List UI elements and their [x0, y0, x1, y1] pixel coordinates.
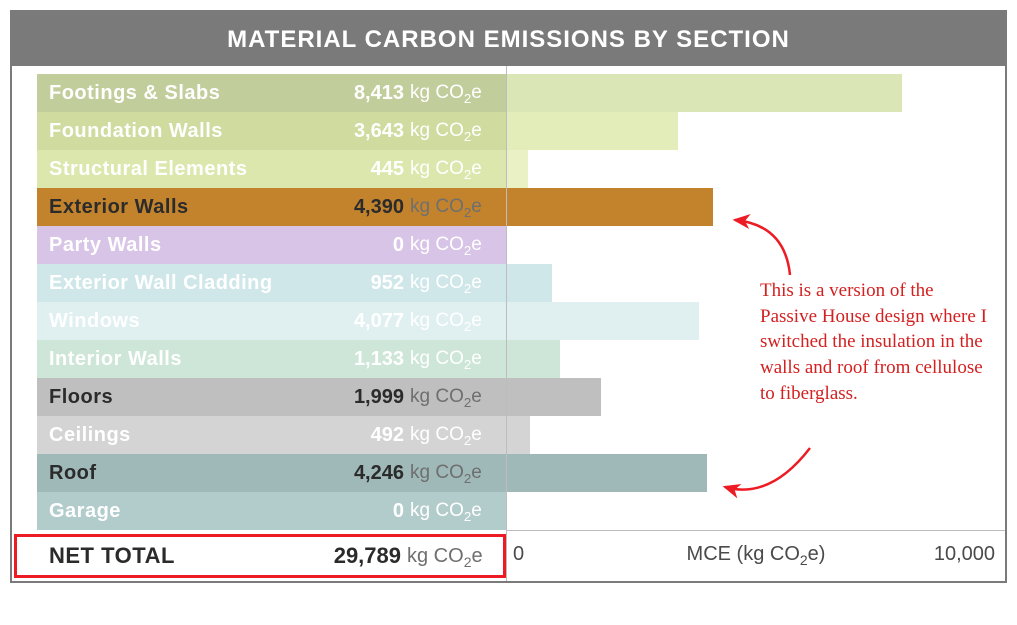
row-label: Foundation Walls [37, 120, 354, 143]
row-unit: kg CO2e [410, 120, 506, 142]
bar [507, 302, 699, 340]
table-row: Interior Walls1,133kg CO2e [37, 340, 506, 378]
table-row: Floors1,999kg CO2e [37, 378, 506, 416]
row-unit: kg CO2e [410, 348, 506, 370]
table-row: Windows4,077kg CO2e [37, 302, 506, 340]
bar [507, 416, 530, 454]
bar [507, 378, 601, 416]
row-unit: kg CO2e [410, 234, 506, 256]
row-value: 4,390 [354, 196, 410, 219]
bar [507, 188, 713, 226]
row-value: 492 [371, 424, 410, 447]
row-label: Exterior Walls [37, 196, 354, 219]
bar [507, 150, 528, 188]
axis-tick-max: 10,000 [934, 543, 995, 566]
row-value: 8,413 [354, 82, 410, 105]
row-value: 445 [371, 158, 410, 181]
row-value: 0 [393, 234, 410, 257]
row-unit: kg CO2e [410, 500, 506, 522]
row-label: Exterior Wall Cladding [37, 272, 371, 295]
labels-column: Footings & Slabs8,413kg CO2eFoundation W… [12, 66, 507, 581]
table-row: Exterior Wall Cladding952kg CO2e [37, 264, 506, 302]
net-total-unit: kg CO2e [407, 545, 503, 568]
table-row: Foundation Walls3,643kg CO2e [37, 112, 506, 150]
row-unit: kg CO2e [410, 386, 506, 408]
row-unit: kg CO2e [410, 272, 506, 294]
row-label: Floors [37, 386, 354, 409]
row-unit: kg CO2e [410, 196, 506, 218]
row-unit: kg CO2e [410, 424, 506, 446]
row-unit: kg CO2e [410, 82, 506, 104]
table-row: Structural Elements445kg CO2e [37, 150, 506, 188]
row-unit: kg CO2e [410, 310, 506, 332]
axis-label: MCE (kg CO2e) [687, 543, 826, 566]
row-value: 1,133 [354, 348, 410, 371]
bar [507, 264, 552, 302]
row-value: 0 [393, 500, 410, 523]
bar [507, 112, 678, 150]
net-total-row: NET TOTAL29,789kg CO2e [14, 534, 506, 578]
bar [507, 340, 560, 378]
row-value: 952 [371, 272, 410, 295]
row-label: Roof [37, 462, 354, 485]
x-axis: 0 MCE (kg CO2e) 10,000 [507, 530, 1005, 581]
row-label: Garage [37, 500, 393, 523]
row-label: Footings & Slabs [37, 82, 354, 105]
row-value: 4,246 [354, 462, 410, 485]
table-row: Ceilings492kg CO2e [37, 416, 506, 454]
row-label: Party Walls [37, 234, 393, 257]
row-label: Ceilings [37, 424, 371, 447]
row-label: Windows [37, 310, 354, 333]
annotation-text: This is a version of the Passive House d… [760, 278, 990, 406]
table-row: Exterior Walls4,390kg CO2e [37, 188, 506, 226]
table-row: Garage0kg CO2e [37, 492, 506, 530]
table-row: Roof4,246kg CO2e [37, 454, 506, 492]
net-total-label: NET TOTAL [17, 543, 334, 569]
row-label: Structural Elements [37, 158, 371, 181]
axis-tick-min: 0 [513, 543, 524, 566]
row-value: 3,643 [354, 120, 410, 143]
row-value: 4,077 [354, 310, 410, 333]
bar [507, 74, 902, 112]
row-unit: kg CO2e [410, 462, 506, 484]
table-row: Party Walls0kg CO2e [37, 226, 506, 264]
table-row: Footings & Slabs8,413kg CO2e [37, 74, 506, 112]
row-unit: kg CO2e [410, 158, 506, 180]
chart-frame: MATERIAL CARBON EMISSIONS BY SECTION Foo… [0, 0, 1017, 625]
row-label: Interior Walls [37, 348, 354, 371]
net-total-value: 29,789 [334, 543, 407, 569]
bar [507, 454, 707, 492]
row-value: 1,999 [354, 386, 410, 409]
chart-title: MATERIAL CARBON EMISSIONS BY SECTION [12, 12, 1005, 66]
